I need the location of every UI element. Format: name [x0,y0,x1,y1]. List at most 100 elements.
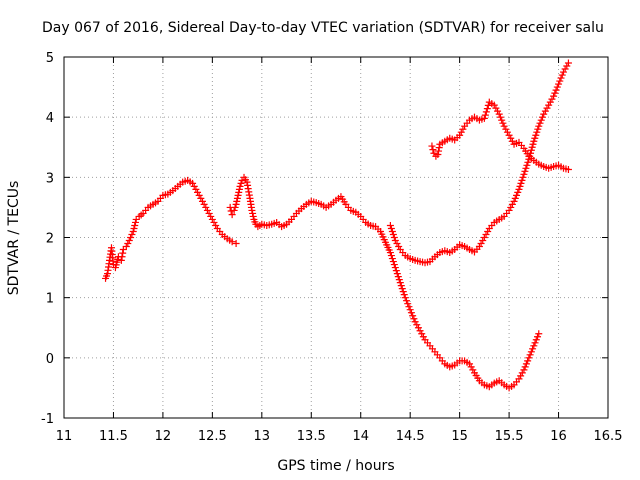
data-point [522,360,530,368]
data-point [407,309,415,317]
data-point [525,354,533,362]
data-point [521,363,529,371]
data-point [231,203,239,211]
data-point [564,166,572,174]
data-point [419,333,427,341]
data-point [402,297,410,305]
data-point [521,167,529,175]
data-point [518,176,526,184]
plot-frame [63,56,609,419]
data-point [536,119,544,127]
data-point [459,125,467,133]
x-tick-label: 11.5 [99,429,128,444]
series-group [102,59,572,392]
data-point [130,224,138,232]
data-point [409,312,417,320]
y-tick-label: 5 [46,51,54,66]
data-point [117,256,125,264]
data-point [205,209,213,217]
y-axis-label: SDTVAR / TECUs [6,181,22,296]
x-tick-label: 12.5 [198,429,227,444]
data-point [389,258,397,266]
data-point [530,342,538,350]
data-point [507,203,515,211]
data-point [228,211,236,219]
data-point [230,206,238,214]
data-point [537,116,545,124]
data-point [386,249,394,257]
data-point [556,77,564,85]
data-point [396,279,404,287]
x-tick-label: 16 [550,429,567,444]
data-point [502,125,510,133]
data-point [203,206,211,214]
data-point [490,101,498,109]
data-point [393,270,401,278]
data-point [528,143,536,151]
data-point [513,191,521,199]
data-point [524,357,532,365]
data-point [387,224,395,232]
data-point [401,294,409,302]
data-point [480,114,488,122]
data-point [395,243,403,251]
tick-labels: 11 11.5 12 12.5 13 13.5 14 14.5 15 15.5 16 16.5-101… [41,51,622,444]
data-point [388,227,396,235]
data-point [122,243,130,251]
data-point [523,161,531,169]
data-point [532,131,540,139]
data-point [119,246,127,254]
data-point [520,170,528,178]
data-point [498,116,506,124]
data-point [514,188,522,196]
data-point [515,375,523,383]
data-point [236,182,244,190]
data-point [189,179,197,187]
data-point [411,318,419,326]
data-point [118,253,126,261]
data-point [475,243,483,251]
data-point [534,125,542,133]
data-point [482,108,490,116]
data-point [400,291,408,299]
data-point [510,197,518,205]
data-point [551,89,559,97]
data-point [208,215,216,223]
data-point [389,230,397,238]
data-point [207,212,215,220]
data-point [529,345,537,353]
data-point [129,227,137,235]
data-point [233,194,241,202]
data-point [227,207,235,215]
data-point [466,360,474,368]
data-point [131,221,139,229]
data-point [469,366,477,374]
data-point [522,164,530,172]
x-tick-label: 13 [254,429,271,444]
data-point [398,285,406,293]
data-point [520,366,528,374]
data-point [131,218,139,226]
data-point [390,234,398,241]
data-point [503,128,511,136]
data-point [228,238,236,246]
data-point [428,142,436,150]
data-point [395,276,403,284]
data-point [494,107,502,115]
data-point [479,237,487,245]
data-point [128,230,136,238]
data-point [529,140,537,148]
data-point [484,227,492,235]
data-point [540,110,548,118]
data-point [233,197,241,205]
data-point [392,267,400,275]
data-point [564,59,572,67]
data-point [394,273,402,281]
data-point [249,212,257,220]
data-point [248,206,256,214]
data-point [531,134,539,142]
x-axis-label: GPS time / hours [277,458,394,474]
data-point [518,369,526,377]
data-point [477,240,485,248]
data-point [413,321,421,329]
